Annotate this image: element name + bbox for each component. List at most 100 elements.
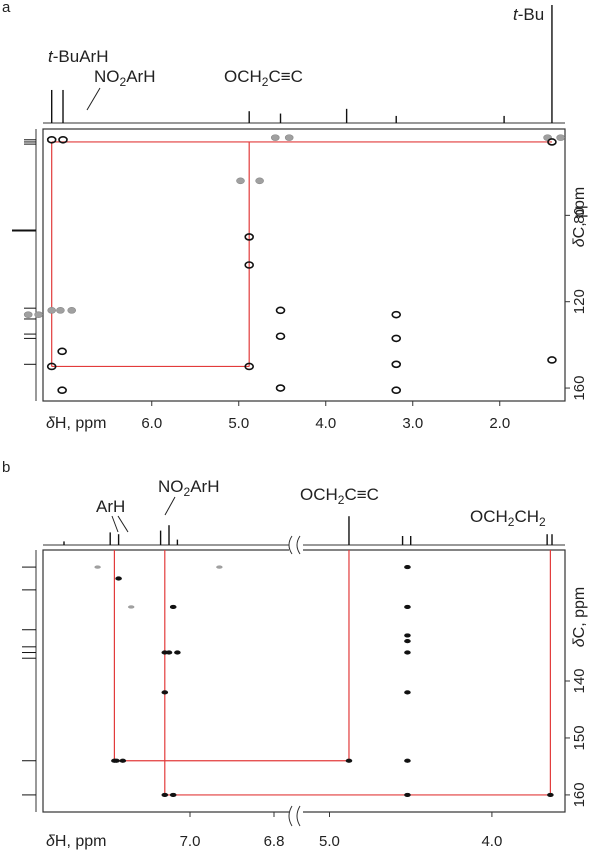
break-top-left-curve <box>288 535 293 555</box>
y-tick-label: 80 <box>571 207 588 224</box>
panel-a-cross-peaks <box>23 134 565 395</box>
peak-no2-sub: 2 <box>120 75 127 89</box>
x-tick-label: 4.0 <box>481 833 502 850</box>
cross-peak <box>169 792 177 798</box>
b-no2-sub: 2 <box>184 485 191 499</box>
panel-b-x-ticks: 7.0 6.8 5.0 4.0 <box>180 812 502 850</box>
peak-och-sub: 2 <box>262 75 269 89</box>
panel-a-peak-tbu: t-Bu <box>513 5 544 24</box>
panel-b-xtitle-rest: H, ppm <box>55 833 107 850</box>
b-och-sub: 2 <box>338 493 345 507</box>
panel-b-peak-och2ch2: OCH2CH2 <box>470 507 546 529</box>
cross-peak <box>119 758 127 763</box>
cross-peak <box>46 362 57 371</box>
cross-peak <box>404 792 411 798</box>
panel-b-correlation-lines <box>113 550 551 796</box>
x-tick-label: 6.0 <box>141 415 162 432</box>
peak-tbuarh-rest: -BuArH <box>53 47 109 66</box>
b-och2-sub2: 2 <box>539 515 546 529</box>
panel-a-x-axis-title: δH, ppm <box>46 415 106 432</box>
x-tick-label: 5.0 <box>228 415 249 432</box>
weak-cross-peak <box>34 311 43 318</box>
panel-a-ytitle-rest: C, ppm <box>571 187 588 239</box>
cross-peak <box>115 576 122 581</box>
cross-peak <box>275 384 286 392</box>
panel-a-peak-no2arh: NO2ArH <box>94 67 155 89</box>
cross-peak <box>391 386 402 395</box>
cross-peak <box>169 604 177 610</box>
panel-a-x-ticks: 6.0 5.0 4.0 3.0 2.0 <box>141 401 510 432</box>
x-tick-label: 4.0 <box>315 415 336 432</box>
panel-b-leader-arh-1 <box>111 515 119 533</box>
break-top-right-curve <box>296 535 301 555</box>
panel-b-x-axis-title: δH, ppm <box>46 833 106 850</box>
panel-a-xtitle-delta: δ <box>46 415 56 432</box>
panel-b-ytitle-delta: δ <box>571 637 588 647</box>
peak-no2-main: NO <box>94 67 120 86</box>
x-tick-label: 7.0 <box>180 833 201 850</box>
cross-peak <box>57 347 67 356</box>
break-top-gap <box>289 535 303 555</box>
panel-b-axis-break-top <box>288 535 303 555</box>
cross-peak <box>244 362 254 371</box>
panel-a-peak-och2: OCH2C≡C <box>224 67 303 89</box>
y-tick-label: 120 <box>571 289 588 314</box>
panel-b-peak-no2arh: NO2ArH <box>158 477 219 499</box>
cross-peak <box>57 386 67 395</box>
weak-cross-peak <box>47 307 57 314</box>
cross-peak <box>174 650 181 655</box>
panel-a-proton-projection <box>43 5 565 124</box>
panel-a-leader-no2 <box>86 87 101 111</box>
cross-peak <box>391 334 402 343</box>
b-och-main: OCH <box>300 485 338 504</box>
weak-cross-peak <box>67 307 77 314</box>
panel-a-correlation-lines <box>51 141 552 368</box>
cross-peak <box>161 792 169 798</box>
x-tick-label: 6.8 <box>264 833 285 850</box>
b-och2-main: OCH <box>470 507 508 526</box>
weak-cross-peak <box>270 134 280 141</box>
weak-cross-peak <box>556 134 565 141</box>
b-och2-rest: CH <box>514 507 539 526</box>
cross-peak <box>391 360 402 369</box>
panel-a-ytitle-delta: δ <box>571 237 588 247</box>
panel-b-plot-frame <box>42 549 566 813</box>
weak-cross-peak <box>23 311 33 318</box>
panel-b-leader-no2 <box>164 496 176 516</box>
break-bottom-right-curve <box>296 805 301 827</box>
y-tick-label: 150 <box>571 725 588 750</box>
b-och-rest: C≡C <box>344 485 378 504</box>
weak-cross-peak <box>56 307 65 314</box>
peak-tbu-italic: t <box>513 5 519 24</box>
panel-a-y-ticks: 80 120 160 <box>565 207 588 401</box>
weak-cross-peak <box>216 565 223 569</box>
cross-peak <box>547 792 554 798</box>
x-tick-label: 5.0 <box>319 833 340 850</box>
cross-peak <box>113 758 120 763</box>
peak-tbu-rest: -Bu <box>518 5 544 24</box>
panel-b-y-ticks: 140 150 160 <box>565 668 588 807</box>
panel-b-xtitle-delta: δ <box>46 833 56 850</box>
cross-peak <box>244 261 254 269</box>
cross-peak <box>275 306 286 315</box>
cross-peak <box>165 650 173 655</box>
cross-peak <box>404 758 411 763</box>
panel-b-peak-arh: ArH <box>96 497 125 516</box>
peak-tbuarh-italic: t <box>48 47 54 66</box>
cross-peak <box>46 135 57 144</box>
cross-peak <box>404 639 411 644</box>
panel-a-xtitle-rest: H, ppm <box>55 415 107 432</box>
peak-no2-rest: ArH <box>126 67 155 86</box>
y-tick-label: 140 <box>571 668 588 693</box>
y-tick-label: 160 <box>571 782 588 807</box>
panel-b-label: b <box>2 459 10 476</box>
peak-och-rest: C≡C <box>268 67 302 86</box>
panel-a-carbon-projection <box>12 129 37 401</box>
panel-b-ytitle-rest: C, ppm <box>571 587 588 639</box>
cross-peak <box>58 135 68 144</box>
b-no2-rest: ArH <box>190 477 219 496</box>
x-tick-label: 2.0 <box>489 415 510 432</box>
b-no2-main: NO <box>158 477 184 496</box>
